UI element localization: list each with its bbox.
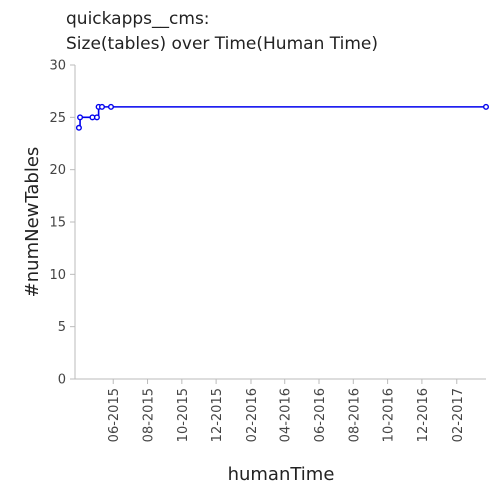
y-axis: 0 5 10 15 20 25 30 — [49, 59, 76, 388]
y-tick-label: 25 — [49, 111, 66, 126]
x-tick-label: 06-2016 — [313, 388, 328, 442]
data-point — [77, 114, 84, 121]
y-tick-label: 15 — [49, 216, 66, 231]
x-axis-label: humanTime — [228, 464, 335, 485]
chart-title-line-1: quickapps__cms: — [66, 9, 210, 29]
y-tick-label: 30 — [49, 59, 66, 74]
x-tick-label: 06-2015 — [107, 388, 122, 442]
x-tick-label: 04-2016 — [279, 388, 294, 442]
data-point — [483, 103, 490, 110]
y-axis-label: #numNewTables — [22, 147, 43, 298]
data-point — [98, 103, 105, 110]
x-tick-label: 10-2015 — [176, 388, 191, 442]
x-tick-label: 10-2016 — [382, 388, 397, 442]
x-tick-label: 08-2016 — [347, 388, 362, 442]
x-axis: 06-2015 08-2015 10-2015 12-2015 02-2016 04-20… — [75, 378, 486, 442]
data-point — [107, 103, 114, 110]
y-tick-label: 0 — [58, 373, 66, 388]
y-tick-label: 10 — [49, 268, 66, 283]
data-point — [75, 124, 82, 131]
y-tick-label: 5 — [58, 320, 66, 335]
series-line — [78, 106, 486, 129]
x-tick-label: 12-2015 — [210, 388, 225, 442]
x-tick-label: 02-2016 — [245, 388, 260, 442]
x-tick-label: 08-2015 — [142, 388, 157, 442]
x-tick-label: 02-2017 — [451, 388, 466, 442]
data-point — [93, 114, 100, 121]
x-tick-label: 12-2016 — [416, 388, 431, 442]
chart-title-line-2: Size(tables) over Time(Human Time) — [66, 34, 378, 54]
y-tick-label: 20 — [49, 163, 66, 178]
plot-area — [75, 103, 490, 131]
